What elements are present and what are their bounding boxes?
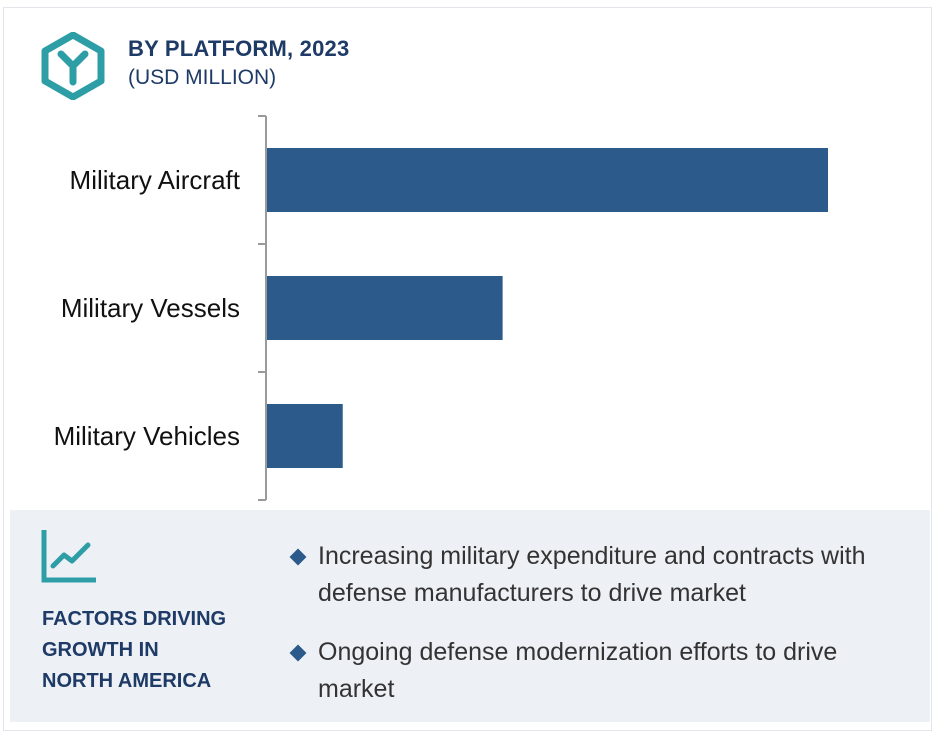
bar	[267, 148, 828, 212]
factors-heading-line: FACTORS DRIVING	[42, 608, 227, 630]
factors-heading-line: NORTH AMERICA	[42, 670, 212, 692]
category-label: Military Vehicles	[54, 421, 240, 451]
line-chart-icon	[41, 530, 96, 583]
factor-bullet-text: Increasing military expenditure and cont…	[318, 542, 866, 607]
bar	[267, 404, 343, 468]
bar	[267, 276, 503, 340]
factors-panel	[10, 510, 930, 722]
chart-title: BY PLATFORM, 2023	[128, 36, 350, 61]
factor-bullet-text: Ongoing defense modernization efforts to…	[318, 638, 838, 703]
factors-heading-line: GROWTH IN	[42, 639, 159, 661]
factors-heading: FACTORS DRIVING GROWTH IN NORTH AMERICA	[42, 604, 282, 697]
category-label: Military Aircraft	[70, 165, 241, 195]
factor-bullet: Ongoing defense modernization efforts to…	[289, 634, 900, 708]
factor-bullet: Increasing military expenditure and cont…	[289, 538, 900, 612]
hexagon-y-logo-icon	[41, 32, 105, 100]
category-label: Military Vessels	[61, 293, 240, 323]
chart-subtitle: (USD MILLION)	[128, 66, 277, 89]
